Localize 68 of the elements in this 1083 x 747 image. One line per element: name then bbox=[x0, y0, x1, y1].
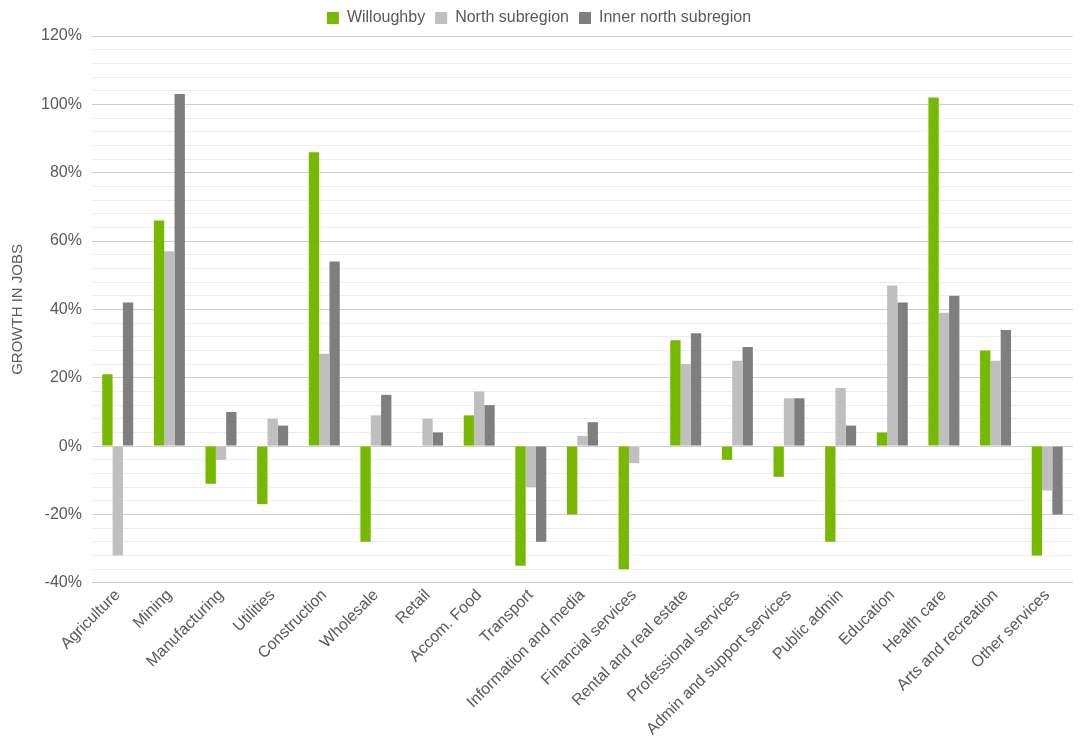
bar bbox=[783, 398, 795, 446]
bar bbox=[535, 446, 547, 542]
bar bbox=[153, 220, 165, 446]
bar bbox=[215, 446, 227, 460]
bar bbox=[949, 295, 960, 446]
y-tick-label: 40% bbox=[49, 299, 82, 317]
bar bbox=[432, 432, 444, 446]
bar bbox=[938, 312, 950, 446]
bar bbox=[980, 350, 991, 446]
bar bbox=[690, 333, 702, 446]
bar bbox=[887, 285, 898, 446]
bar bbox=[226, 411, 237, 446]
bar bbox=[1042, 446, 1053, 491]
bar bbox=[102, 374, 113, 446]
bar bbox=[897, 302, 908, 446]
bar bbox=[876, 432, 888, 446]
bar bbox=[566, 446, 578, 515]
bar bbox=[277, 425, 289, 446]
y-axis-title: GROWTH IN JOBS bbox=[8, 243, 26, 375]
bar bbox=[618, 446, 629, 570]
bar bbox=[742, 347, 753, 446]
bar bbox=[122, 302, 134, 446]
bar bbox=[484, 405, 495, 446]
y-tick-label: 60% bbox=[49, 231, 82, 249]
bar bbox=[773, 446, 784, 477]
bar bbox=[628, 446, 640, 464]
bar bbox=[360, 446, 371, 542]
bar bbox=[835, 388, 846, 446]
bar bbox=[928, 97, 939, 446]
bar bbox=[680, 364, 691, 446]
bar bbox=[474, 391, 485, 446]
bar bbox=[1052, 446, 1063, 515]
bar bbox=[205, 446, 216, 484]
bar bbox=[112, 446, 123, 556]
bar bbox=[267, 418, 278, 446]
bar bbox=[825, 446, 836, 542]
bar bbox=[794, 398, 805, 446]
bar bbox=[381, 394, 392, 446]
y-tick-label: 20% bbox=[49, 368, 82, 386]
bar bbox=[845, 425, 857, 446]
bar bbox=[670, 340, 681, 446]
bar bbox=[329, 261, 340, 446]
bar bbox=[721, 446, 733, 460]
y-tick-label: 120% bbox=[41, 26, 82, 44]
bar bbox=[587, 422, 598, 446]
bar bbox=[515, 446, 526, 566]
y-tick-label: 0% bbox=[58, 436, 82, 454]
bar bbox=[463, 415, 475, 446]
legend-label: Inner north subregion bbox=[599, 8, 752, 26]
bar bbox=[308, 152, 320, 446]
bar bbox=[1031, 446, 1043, 556]
bar bbox=[422, 418, 433, 446]
bar bbox=[1000, 329, 1012, 446]
bar bbox=[525, 446, 536, 488]
bar bbox=[732, 360, 743, 446]
bar bbox=[990, 360, 1001, 446]
y-tick-label: -40% bbox=[44, 573, 82, 591]
bar bbox=[164, 251, 175, 446]
y-tick-label: 80% bbox=[49, 163, 82, 181]
bar bbox=[370, 415, 382, 446]
y-tick-label: -20% bbox=[44, 504, 82, 522]
bar bbox=[577, 435, 588, 446]
legend-label: Willoughby bbox=[346, 8, 426, 26]
bar bbox=[174, 94, 185, 446]
y-tick-label: 100% bbox=[41, 94, 82, 112]
bar bbox=[257, 446, 268, 505]
bar bbox=[319, 353, 330, 446]
legend-label: North subregion bbox=[455, 8, 569, 26]
